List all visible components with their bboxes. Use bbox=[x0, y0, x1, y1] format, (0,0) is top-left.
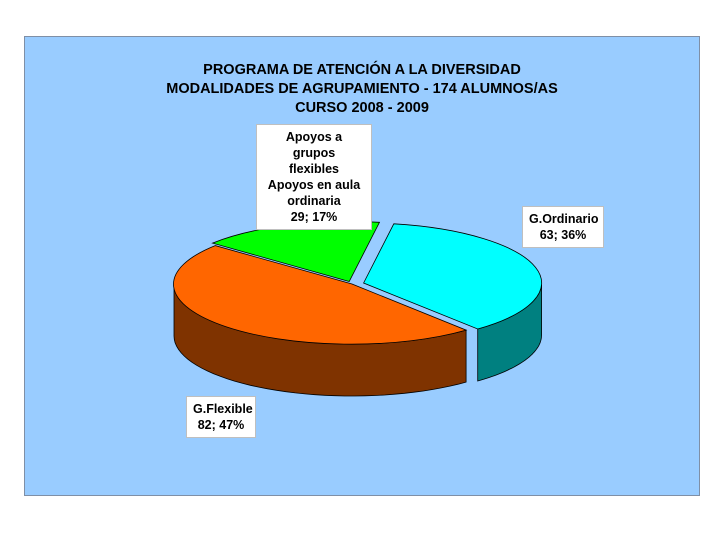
title-line-3: CURSO 2008 - 2009 bbox=[295, 100, 429, 116]
chart-area: PROGRAMA DE ATENCIÓN A LA DIVERSIDAD MOD… bbox=[24, 36, 700, 496]
label-g-flexible-line-2: 82; 47% bbox=[197, 418, 245, 432]
label-apoyos-line-2: flexibles bbox=[288, 162, 340, 176]
chart-title: PROGRAMA DE ATENCIÓN A LA DIVERSIDAD MOD… bbox=[25, 61, 699, 118]
title-line-1: PROGRAMA DE ATENCIÓN A LA DIVERSIDAD bbox=[203, 62, 521, 78]
pie-slice-g-ordinario bbox=[363, 223, 543, 330]
label-g-flexible: G.Flexible 82; 47% bbox=[186, 396, 256, 438]
pie-slice-g-flexible bbox=[173, 245, 468, 345]
label-g-ordinario-line-1: G.Ordinario bbox=[529, 212, 599, 226]
label-g-ordinario-line-2: 63; 36% bbox=[539, 228, 587, 242]
label-g-flexible-line-1: G.Flexible bbox=[193, 402, 253, 416]
label-apoyos-line-4: ordinaria bbox=[287, 194, 341, 208]
label-g-ordinario: G.Ordinario 63; 36% bbox=[522, 206, 604, 248]
title-line-2: MODALIDADES DE AGRUPAMIENTO - 174 ALUMNO… bbox=[166, 81, 558, 97]
label-apoyos-line-3: Apoyos en aula bbox=[267, 178, 361, 192]
label-apoyos: Apoyos a grupos flexibles Apoyos en aula… bbox=[256, 124, 372, 230]
label-apoyos-line-1: Apoyos a grupos bbox=[285, 130, 343, 160]
label-apoyos-line-5: 29; 17% bbox=[290, 210, 338, 224]
